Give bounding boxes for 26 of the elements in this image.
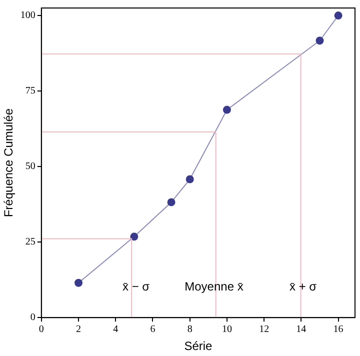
x-tick-label: 14 xyxy=(296,324,306,336)
x-tick-label: 2 xyxy=(76,324,82,336)
y-tick-label: 100 xyxy=(20,10,36,22)
point xyxy=(167,198,176,206)
point xyxy=(130,232,138,241)
point xyxy=(316,36,324,45)
x-axis-title: Série xyxy=(184,339,213,354)
y-tick-label: 0 xyxy=(30,312,36,324)
x-tick-label: 16 xyxy=(333,324,344,336)
annotation: x̄ − σ xyxy=(122,280,150,294)
y-tick-label: 50 xyxy=(25,161,36,172)
point xyxy=(186,175,194,184)
x-tick-label: 6 xyxy=(150,324,156,336)
point xyxy=(334,12,342,20)
point xyxy=(74,278,83,287)
y-axis-title: Fréquence Cumulée xyxy=(2,108,16,218)
x-tick-label: 10 xyxy=(222,324,232,336)
x-tick-label: 4 xyxy=(113,324,118,336)
x-tick-label: 8 xyxy=(187,324,192,336)
y-tick-label: 25 xyxy=(25,236,36,248)
x-tick-label: 0 xyxy=(38,324,44,336)
x-tick-label: 12 xyxy=(259,324,270,336)
point xyxy=(222,106,231,114)
y-tick-label: 75 xyxy=(25,86,36,97)
annotation: x̄ + σ xyxy=(289,280,318,294)
annotation: Moyenne x̄ xyxy=(184,280,244,294)
